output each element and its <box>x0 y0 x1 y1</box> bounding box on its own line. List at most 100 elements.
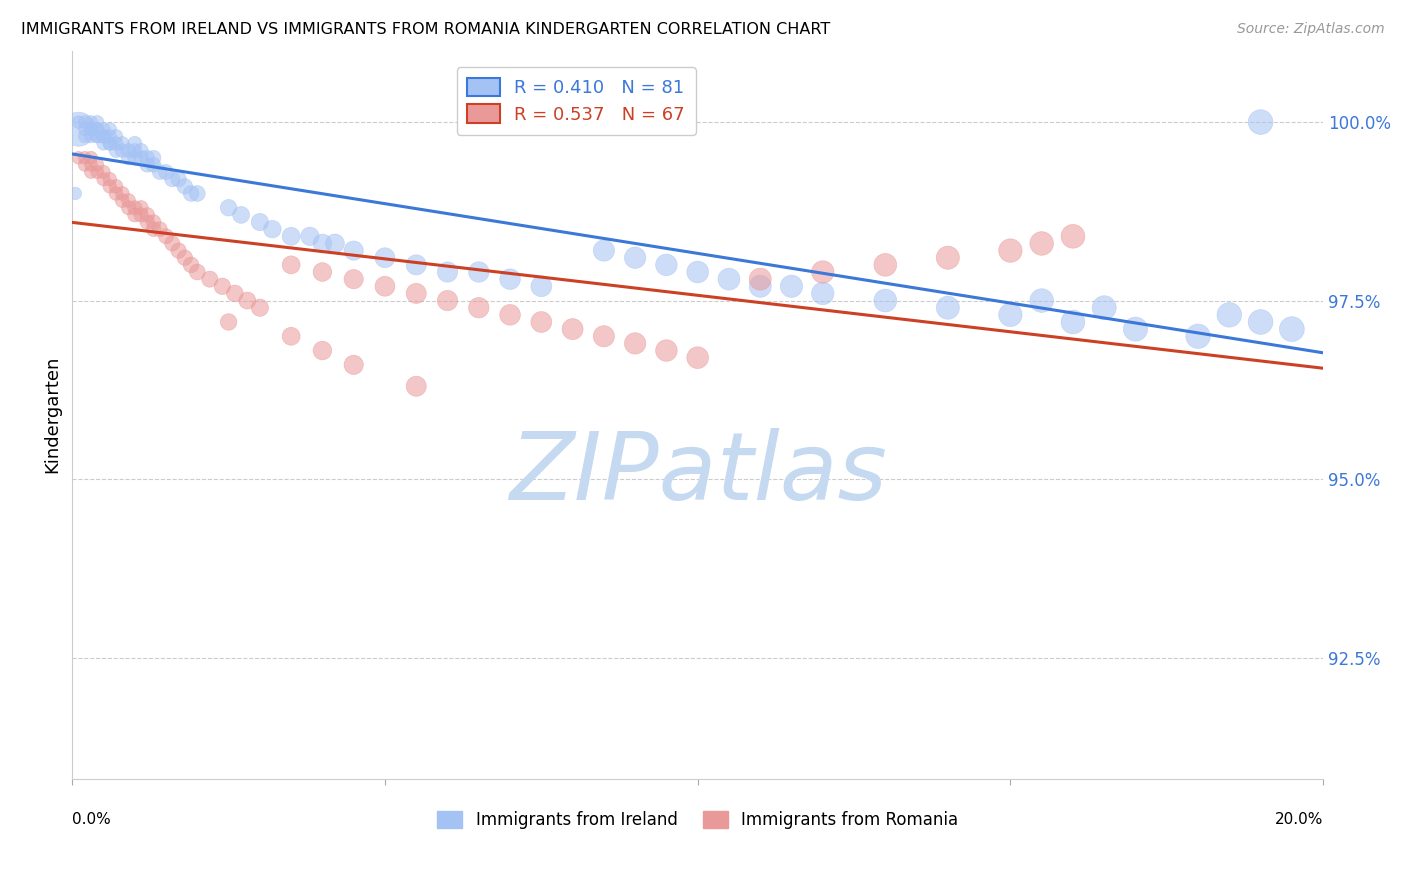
Point <box>93 165 115 179</box>
Point <box>80 122 103 136</box>
Point <box>111 186 134 201</box>
Point <box>136 151 159 165</box>
Point <box>218 201 240 215</box>
Point <box>311 236 333 251</box>
Point <box>98 136 121 151</box>
Text: Source: ZipAtlas.com: Source: ZipAtlas.com <box>1237 22 1385 37</box>
Point <box>136 208 159 222</box>
Text: 20.0%: 20.0% <box>1275 812 1323 827</box>
Point <box>262 222 284 236</box>
Point <box>280 329 302 343</box>
Point <box>98 122 121 136</box>
Point <box>405 379 427 393</box>
Point <box>655 258 678 272</box>
Point <box>499 308 522 322</box>
Point <box>592 244 614 258</box>
Point <box>224 286 246 301</box>
Point <box>280 229 302 244</box>
Point <box>624 336 647 351</box>
Point <box>1031 293 1053 308</box>
Point <box>1281 322 1303 336</box>
Point <box>343 358 366 372</box>
Point <box>73 122 96 136</box>
Point <box>311 265 333 279</box>
Text: ZIPatlas: ZIPatlas <box>509 427 887 518</box>
Point <box>323 236 346 251</box>
Point <box>162 236 184 251</box>
Point <box>1031 236 1053 251</box>
Point <box>80 165 103 179</box>
Point <box>343 272 366 286</box>
Text: 0.0%: 0.0% <box>72 812 111 827</box>
Point <box>749 279 772 293</box>
Point <box>530 279 553 293</box>
Point <box>249 215 271 229</box>
Point <box>142 222 165 236</box>
Point <box>129 208 152 222</box>
Point <box>155 165 177 179</box>
Point <box>93 122 115 136</box>
Point <box>436 293 458 308</box>
Point <box>405 258 427 272</box>
Point <box>180 186 202 201</box>
Point <box>142 151 165 165</box>
Point <box>86 122 108 136</box>
Point <box>129 151 152 165</box>
Point <box>124 208 146 222</box>
Point <box>1062 315 1084 329</box>
Point <box>98 179 121 194</box>
Point <box>111 136 134 151</box>
Point <box>111 194 134 208</box>
Point <box>530 315 553 329</box>
Point <box>936 251 959 265</box>
Point <box>218 315 240 329</box>
Point <box>86 129 108 144</box>
Point <box>80 115 103 129</box>
Point <box>105 144 128 158</box>
Point <box>80 129 103 144</box>
Y-axis label: Kindergarten: Kindergarten <box>44 356 60 474</box>
Point <box>1092 301 1115 315</box>
Point <box>211 279 233 293</box>
Text: IMMIGRANTS FROM IRELAND VS IMMIGRANTS FROM ROMANIA KINDERGARTEN CORRELATION CHAR: IMMIGRANTS FROM IRELAND VS IMMIGRANTS FR… <box>21 22 831 37</box>
Point <box>374 279 396 293</box>
Point <box>155 229 177 244</box>
Point <box>80 151 103 165</box>
Point <box>374 251 396 265</box>
Point <box>499 272 522 286</box>
Point <box>129 144 152 158</box>
Point <box>1125 322 1147 336</box>
Point <box>311 343 333 358</box>
Point <box>136 158 159 172</box>
Point <box>129 201 152 215</box>
Point <box>124 201 146 215</box>
Point <box>1250 115 1272 129</box>
Point <box>124 151 146 165</box>
Point <box>1062 229 1084 244</box>
Point <box>93 172 115 186</box>
Point <box>105 136 128 151</box>
Point <box>117 201 139 215</box>
Point <box>86 115 108 129</box>
Point <box>98 129 121 144</box>
Point <box>343 244 366 258</box>
Point <box>162 172 184 186</box>
Point <box>229 208 252 222</box>
Point <box>749 272 772 286</box>
Point <box>811 265 834 279</box>
Point <box>875 258 897 272</box>
Point <box>73 151 96 165</box>
Point <box>142 158 165 172</box>
Point <box>936 301 959 315</box>
Point <box>67 115 90 129</box>
Point <box>124 144 146 158</box>
Point <box>280 258 302 272</box>
Point <box>67 151 90 165</box>
Point <box>1000 308 1022 322</box>
Point <box>186 186 208 201</box>
Point <box>624 251 647 265</box>
Point <box>111 144 134 158</box>
Point <box>86 165 108 179</box>
Point <box>592 329 614 343</box>
Point <box>1000 244 1022 258</box>
